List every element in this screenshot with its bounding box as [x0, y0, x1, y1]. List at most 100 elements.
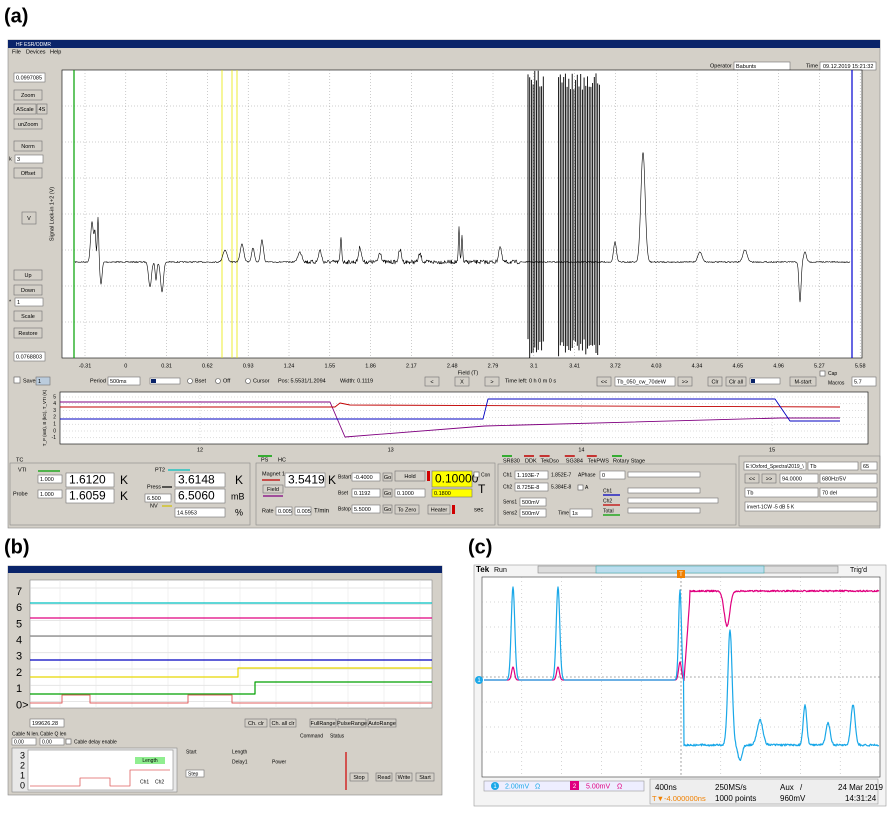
- radio[interactable]: [246, 379, 251, 384]
- button-label: To Zero: [398, 507, 417, 513]
- button-label: Field: [267, 487, 279, 493]
- label: Ch1: [140, 779, 149, 785]
- checkbox[interactable]: [474, 472, 479, 477]
- x-tick-label: 5.27: [814, 363, 825, 369]
- button-label: Up: [24, 273, 31, 279]
- y-axis-label: Signal Lock-in 1+2 (V): [49, 187, 55, 241]
- x-tick-label: 4.34: [692, 363, 703, 369]
- label: Bstart: [338, 474, 352, 480]
- label: 14:31:24: [845, 794, 877, 803]
- tab: Rotary Stage: [613, 458, 645, 464]
- label: Ch1: [503, 472, 512, 478]
- x-tick-label: 2.17: [406, 363, 417, 369]
- label: Pos: 5.5531/1.2094: [278, 378, 326, 384]
- label: 400ns: [655, 783, 677, 792]
- label: Power: [272, 759, 287, 765]
- label: sec: [474, 508, 483, 514]
- x-tick-label: 13: [388, 447, 394, 453]
- label: Con: [481, 472, 490, 478]
- label: VTI: [18, 467, 27, 473]
- label: 1000 points: [715, 794, 756, 803]
- checkbox[interactable]: [820, 371, 825, 376]
- status-light: [427, 471, 430, 481]
- label: NV: [150, 503, 158, 509]
- field-value: 1.000: [40, 492, 54, 498]
- button-label: Ch. all clr: [272, 721, 295, 727]
- y-tick-label: 4: [16, 635, 22, 647]
- label: Rate: [262, 508, 274, 514]
- button-label: Scale: [21, 314, 35, 320]
- level-label: 0: [20, 780, 25, 790]
- label: T/min: [314, 509, 329, 515]
- label: Ch2: [603, 498, 612, 504]
- x-tick-label: 4.65: [732, 363, 743, 369]
- button-label: Hold: [404, 474, 415, 480]
- button-label: Ch. clr: [248, 721, 264, 727]
- y-tick-label: 6: [16, 602, 22, 614]
- label: Bstop: [338, 506, 351, 512]
- label: Cable delay enable: [74, 739, 117, 745]
- field-value: 70 del: [822, 490, 837, 496]
- field-value: E:\Oxford_Spectra\2019_\: [746, 464, 804, 470]
- x-tick-label: 0.62: [202, 363, 213, 369]
- label: Start: [186, 749, 197, 755]
- label: Aux: [780, 783, 794, 792]
- field-value: 0.0768803: [16, 354, 42, 360]
- input-field[interactable]: [745, 488, 818, 497]
- field-value: 500mV: [522, 500, 540, 506]
- field-value: Tb_050_cw_70deW: [617, 379, 667, 385]
- x-tick-label: 2.48: [447, 363, 458, 369]
- button-label: X: [460, 379, 464, 385]
- label: Ω: [535, 783, 540, 790]
- button-label: Go: [384, 507, 391, 513]
- checkbox[interactable]: [14, 377, 20, 383]
- x-tick-label: 0: [124, 363, 127, 369]
- field-value: 0: [602, 473, 605, 479]
- field-value: 5.7: [854, 379, 862, 385]
- button-label: PulseRange: [337, 721, 367, 727]
- label: Bset: [195, 378, 206, 384]
- figure: (a)HF ESR/ODMRFileDevicesHelpOperatorBab…: [0, 0, 888, 813]
- label: Cable Q len: [40, 731, 67, 737]
- label: Ch2: [503, 484, 512, 490]
- field-value: 1.000: [40, 477, 54, 483]
- tab: DDK: [525, 458, 537, 464]
- x-tick-label: 3.72: [610, 363, 621, 369]
- label: Status: [330, 733, 345, 739]
- radio[interactable]: [188, 379, 193, 384]
- button-label: <: [430, 379, 433, 385]
- label: Off: [223, 378, 231, 384]
- field-value: 0.005: [278, 509, 292, 515]
- label: Sens2: [503, 510, 517, 516]
- label: K: [328, 473, 336, 487]
- label: Press: [147, 484, 161, 490]
- x-tick-label: 1.55: [324, 363, 335, 369]
- y-tick-label: 5: [53, 394, 56, 400]
- x-tick-label: 0.31: [161, 363, 172, 369]
- checkbox[interactable]: [578, 485, 583, 490]
- label: Width: 0.1119: [340, 378, 373, 384]
- page: (a)HF ESR/ODMRFileDevicesHelpOperatorBab…: [0, 0, 888, 813]
- label: Bset: [338, 490, 349, 496]
- x-tick-label: 3.1: [530, 363, 538, 369]
- field-value: 0.1192: [354, 491, 370, 497]
- button-label: FullRange: [310, 721, 335, 727]
- field-value: 0.0997085: [16, 75, 42, 81]
- button-label: Go: [384, 475, 391, 481]
- field-value: 500ms: [110, 379, 127, 385]
- label: APhase: [578, 472, 596, 478]
- button-label: Write: [398, 775, 411, 781]
- checkbox[interactable]: [66, 739, 71, 744]
- progress-fill: [151, 379, 156, 383]
- button-label: Start: [419, 775, 431, 781]
- tab: TC: [16, 457, 23, 463]
- label: T: [478, 482, 486, 496]
- button-label: >>: [682, 379, 688, 385]
- label: 960mV: [780, 794, 806, 803]
- button-label: M-start: [794, 379, 812, 385]
- radio[interactable]: [216, 379, 221, 384]
- label: 1.852E-7: [551, 472, 572, 478]
- y-tick-label: 7: [16, 586, 22, 598]
- tab: PS: [261, 457, 269, 463]
- tab: HC: [278, 457, 286, 463]
